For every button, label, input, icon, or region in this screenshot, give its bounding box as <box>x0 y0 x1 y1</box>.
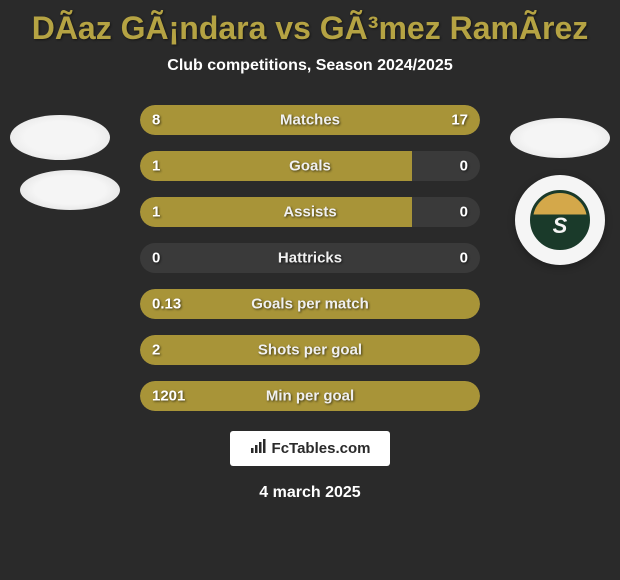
stat-label: Matches <box>280 112 340 129</box>
footer-brand-text: FcTables.com <box>272 440 371 457</box>
stat-row-goals: 1 Goals 0 <box>140 151 480 181</box>
stat-label: Shots per goal <box>258 342 362 359</box>
stat-value-left: 1 <box>152 204 160 221</box>
date-text: 4 march 2025 <box>0 484 620 502</box>
stat-value-right: 0 <box>460 250 468 267</box>
stat-value-left: 8 <box>152 112 160 129</box>
stat-value-right: 0 <box>460 204 468 221</box>
bar-left <box>140 151 412 181</box>
stat-row-goals-per-match: 0.13 Goals per match <box>140 289 480 319</box>
page-title: DÃ­az GÃ¡ndara vs GÃ³mez RamÃ­rez <box>0 0 620 47</box>
stat-row-assists: 1 Assists 0 <box>140 197 480 227</box>
player-left-avatar-shadow <box>10 115 110 160</box>
stat-row-hattricks: 0 Hattricks 0 <box>140 243 480 273</box>
subtitle: Club competitions, Season 2024/2025 <box>0 57 620 75</box>
stat-label: Min per goal <box>266 388 354 405</box>
stat-value-left: 1201 <box>152 388 185 405</box>
bar-left <box>140 197 412 227</box>
stat-row-shots-per-goal: 2 Shots per goal <box>140 335 480 365</box>
player-left-club-shadow <box>20 170 120 210</box>
stat-value-left: 1 <box>152 158 160 175</box>
club-badge-icon: S <box>530 190 590 250</box>
footer-brand-badge: FcTables.com <box>230 431 390 466</box>
club-badge-letter: S <box>553 213 568 239</box>
stat-value-left: 2 <box>152 342 160 359</box>
stat-row-matches: 8 Matches 17 <box>140 105 480 135</box>
stat-row-min-per-goal: 1201 Min per goal <box>140 381 480 411</box>
stat-label: Goals <box>289 158 331 175</box>
player-right-club-badge: S <box>515 175 605 265</box>
stat-label: Hattricks <box>278 250 342 267</box>
stat-value-left: 0.13 <box>152 296 181 313</box>
stat-value-right: 17 <box>451 112 468 129</box>
stat-value-right: 0 <box>460 158 468 175</box>
player-right-avatar-shadow <box>510 118 610 158</box>
stat-label: Goals per match <box>251 296 369 313</box>
stat-value-left: 0 <box>152 250 160 267</box>
stat-label: Assists <box>283 204 336 221</box>
chart-icon <box>250 439 268 458</box>
